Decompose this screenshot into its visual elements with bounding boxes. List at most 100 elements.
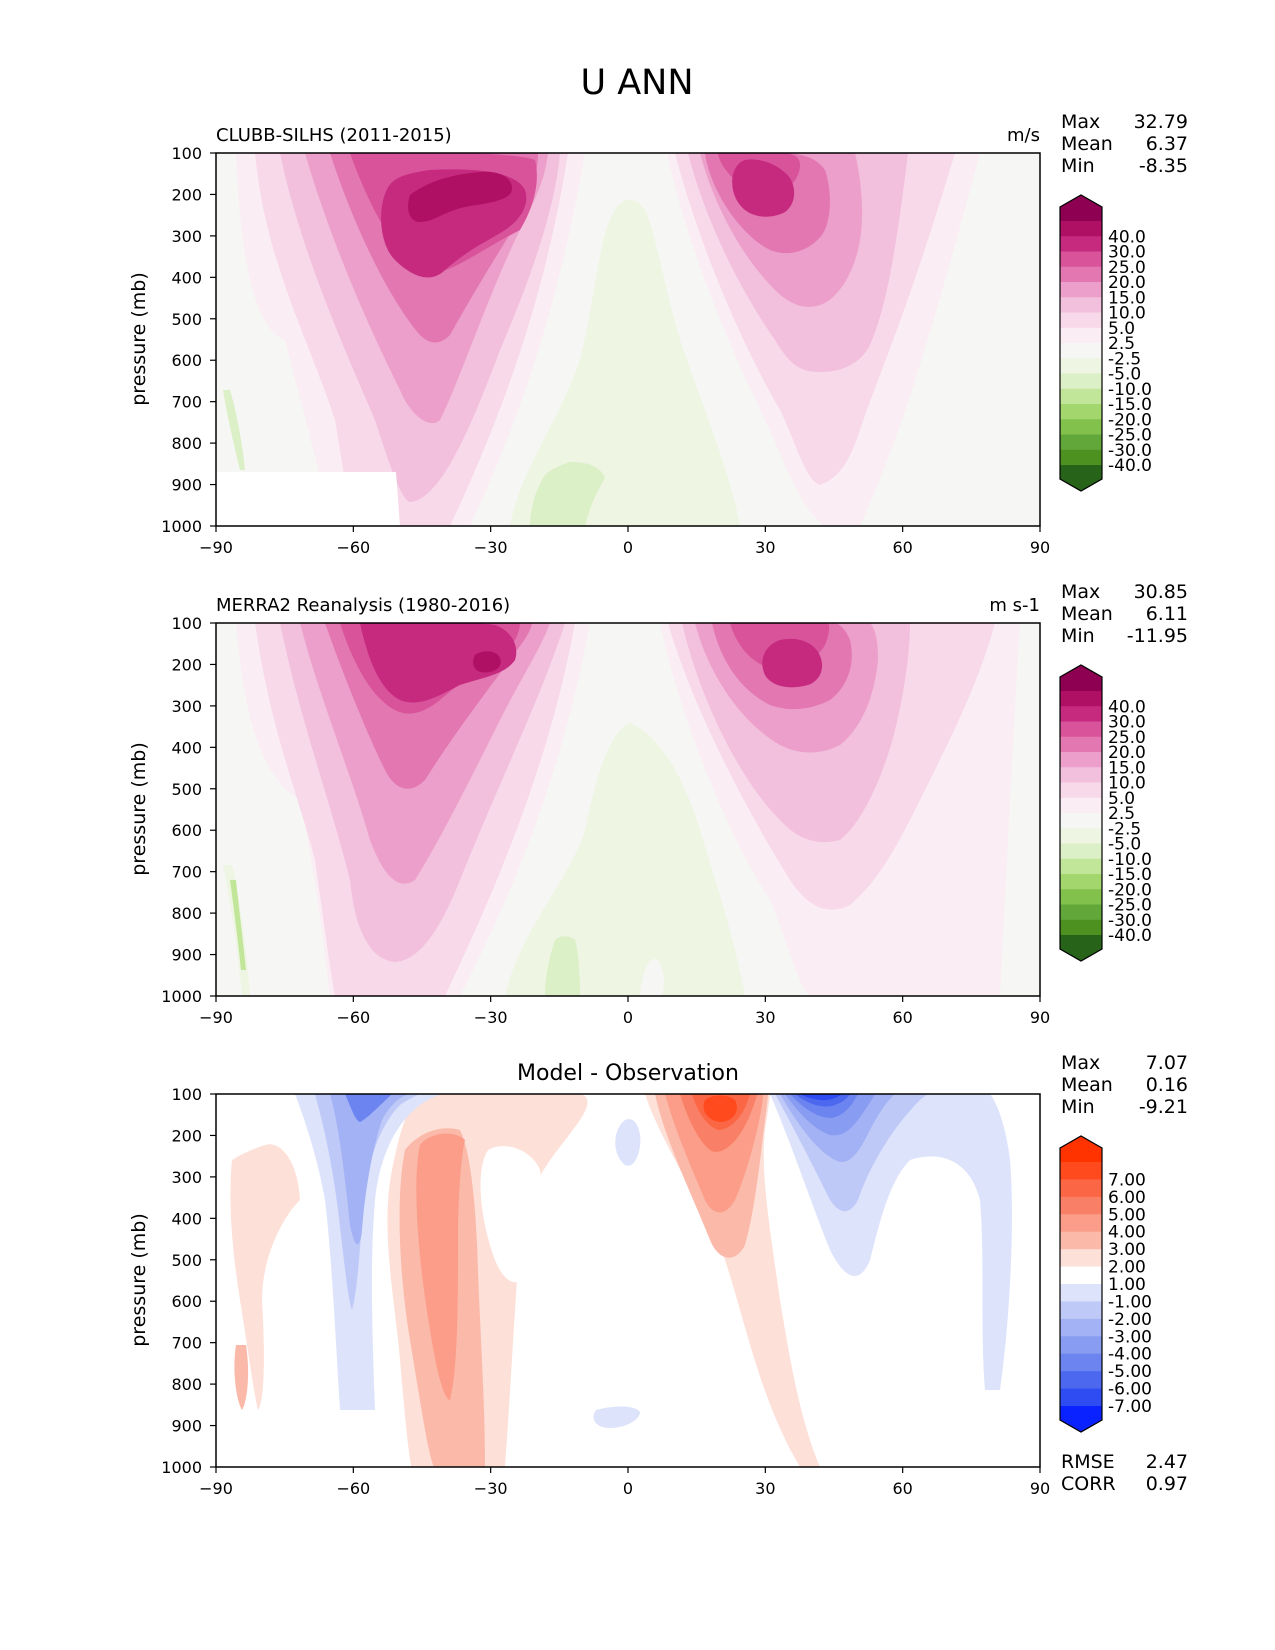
colorbar-outline [1059, 664, 1103, 962]
x-tick-label: 90 [1030, 538, 1050, 557]
y-axis-label: pressure (mb) [128, 272, 150, 406]
panel-units: m s-1 [989, 595, 1040, 616]
colorbar-segment [1060, 404, 1102, 420]
y-axis: 100 200 300 400 500 600 700 800 900 1000 [161, 614, 216, 1006]
y-tick-label: 400 [171, 268, 202, 287]
colorbar: 40.030.025.020.015.010.05.02.5-2.5-5.0-1… [1059, 664, 1152, 962]
colorbar-label: 2.5 [1108, 334, 1135, 354]
x-tick-label: −60 [336, 1479, 370, 1498]
y-tick-label: 300 [171, 227, 202, 246]
colorbar-label: -25.0 [1108, 896, 1152, 916]
colorbar-label: -15.0 [1108, 865, 1152, 885]
colorbar-label: 2.5 [1108, 804, 1135, 824]
y-tick-label: 700 [171, 1334, 202, 1353]
colorbar-segment [1060, 266, 1102, 283]
colorbar-extend-min [1060, 1406, 1102, 1432]
colorbar-segment [1060, 373, 1102, 390]
colorbar-segment [1060, 1301, 1102, 1320]
colorbar-segment [1060, 434, 1102, 451]
colorbar-segment [1060, 797, 1102, 814]
colorbar-label: -20.0 [1108, 410, 1152, 430]
colorbar-label: 5.00 [1108, 1205, 1146, 1225]
x-tick-label: −90 [199, 1008, 233, 1027]
colorbar-segment [1060, 327, 1102, 344]
colorbar-segment [1060, 449, 1102, 466]
colorbar-segment [1060, 1249, 1102, 1268]
colorbar-segment [1060, 1196, 1102, 1215]
stat-value: -8.35 [1139, 155, 1188, 177]
colorbar-segment [1060, 691, 1102, 707]
colorbar-label: -6.00 [1108, 1380, 1152, 1400]
stat-value: -9.21 [1139, 1096, 1188, 1118]
y-tick-label: 800 [171, 904, 202, 923]
colorbar-label: 3.00 [1108, 1240, 1146, 1260]
y-tick-label: 1000 [161, 517, 202, 536]
contour-field [216, 1094, 1040, 1467]
colorbar-label: 25.0 [1108, 258, 1146, 278]
y-tick-label: 500 [171, 310, 202, 329]
footer-stat-label: CORR [1061, 1473, 1116, 1495]
colorbar-label: 30.0 [1108, 243, 1146, 263]
colorbar-segment [1060, 297, 1102, 314]
colorbar-segment [1060, 1388, 1102, 1407]
colorbar-segment [1060, 706, 1102, 723]
y-tick-label: 700 [171, 393, 202, 412]
colorbar-label: -25.0 [1108, 426, 1152, 446]
colorbar-label: 4.00 [1108, 1223, 1146, 1243]
colorbar-label: -2.00 [1108, 1310, 1152, 1330]
colorbar-segment [1060, 1231, 1102, 1250]
colorbar-segment [1060, 919, 1102, 936]
x-axis: −90 −60 −30 0 30 60 90 [199, 996, 1050, 1027]
colorbar-segment [1060, 1371, 1102, 1390]
y-tick-label: 400 [171, 1209, 202, 1228]
y-tick-label: 1000 [161, 987, 202, 1006]
colorbar-label: 25.0 [1108, 728, 1146, 748]
y-tick-label: 900 [171, 946, 202, 965]
y-tick-label: 600 [171, 351, 202, 370]
colorbar-label: 10.0 [1108, 774, 1146, 794]
footer-stat-value: 2.47 [1146, 1451, 1188, 1473]
colorbar-label: -4.00 [1108, 1345, 1152, 1365]
colorbar-label: 5.0 [1108, 789, 1135, 809]
colorbar-segment [1060, 813, 1102, 829]
contour-field [216, 153, 1040, 526]
stat-label: Min [1061, 155, 1095, 177]
panel-title-left: CLUBB-SILHS (2011-2015) [216, 125, 452, 146]
colorbar-label: -2.5 [1108, 819, 1141, 839]
colorbar-label: 2.00 [1108, 1258, 1146, 1278]
x-axis: −90 −60 −30 0 30 60 90 [199, 526, 1050, 557]
colorbar-label: -5.00 [1108, 1362, 1152, 1382]
colorbar-segment [1060, 1214, 1102, 1233]
colorbar-segment [1060, 828, 1102, 845]
colorbar-segment [1060, 312, 1102, 329]
x-tick-label: −30 [474, 1479, 508, 1498]
colorbar-label: 40.0 [1108, 227, 1146, 247]
y-axis: 100 200 300 400 500 600 700 800 900 1000 [161, 1085, 216, 1477]
colorbar-segment [1060, 1318, 1102, 1337]
y-tick-label: 200 [171, 1126, 202, 1145]
x-tick-label: −90 [199, 1479, 233, 1498]
stat-label: Max [1061, 581, 1100, 603]
stat-label: Mean [1061, 133, 1113, 155]
x-tick-label: −90 [199, 538, 233, 557]
x-tick-label: 30 [755, 538, 775, 557]
panel-title-center: Model - Observation [517, 1061, 739, 1086]
x-tick-label: 30 [755, 1479, 775, 1498]
colorbar-label: -1.00 [1108, 1292, 1152, 1312]
stat-value: 6.11 [1146, 603, 1188, 625]
colorbar-segment [1060, 282, 1102, 298]
x-tick-label: −60 [336, 538, 370, 557]
y-tick-label: 600 [171, 1292, 202, 1311]
colorbar-label: -10.0 [1108, 850, 1152, 870]
y-axis-label: pressure (mb) [128, 1213, 150, 1347]
y-axis: 100 200 300 400 500 600 700 800 900 1000 [161, 144, 216, 536]
colorbar-segment [1060, 767, 1102, 784]
colorbar-label: -10.0 [1108, 380, 1152, 400]
colorbar-segment [1060, 1353, 1102, 1372]
footer-stats: RMSE 2.47 CORR 0.97 [1061, 1451, 1188, 1495]
stats-box: Max 30.85 Mean 6.11 Min -11.95 [1061, 581, 1188, 647]
colorbar-segment [1060, 782, 1102, 799]
